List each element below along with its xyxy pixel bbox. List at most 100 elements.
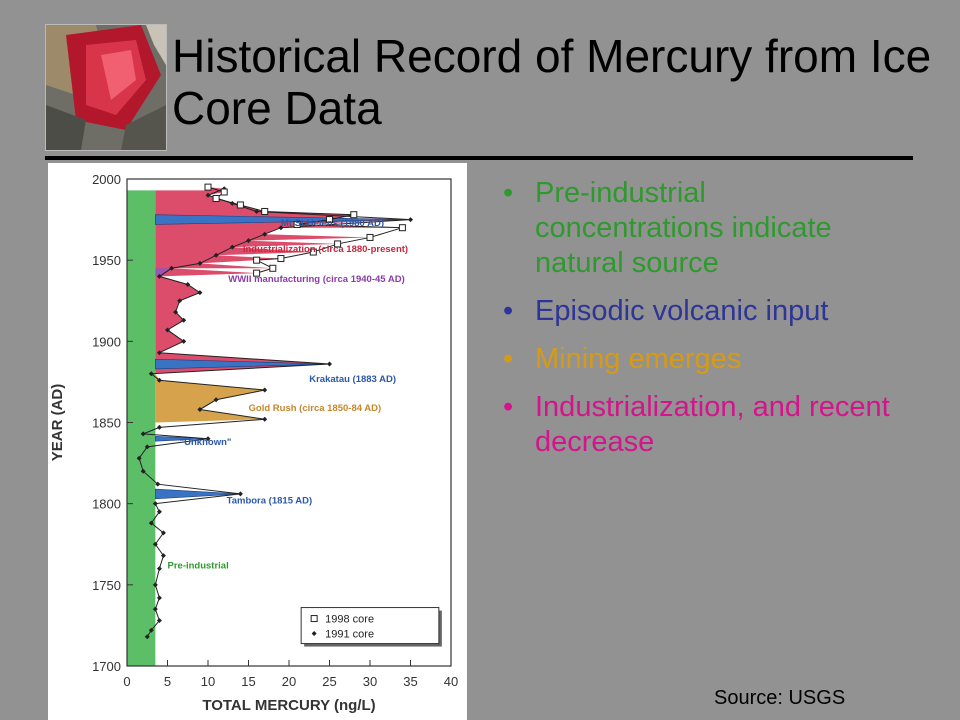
bullet-item: • Industrialization, and recent decrease <box>495 390 895 460</box>
y-tick-label: 1800 <box>92 497 121 512</box>
marker-1991-core <box>213 397 219 403</box>
x-axis-label: TOTAL MERCURY (ng/L) <box>202 697 375 714</box>
marker-1998-core <box>253 269 261 277</box>
marker-1991-core <box>197 407 203 413</box>
marker-1991-core <box>144 634 150 640</box>
marker-1991-core <box>246 238 251 244</box>
bullet-item: • Episodic volcanic input <box>495 294 895 329</box>
bullet-text: Episodic volcanic input <box>535 295 829 327</box>
x-tick-label: 25 <box>322 674 336 689</box>
marker-1991-core <box>177 298 183 304</box>
y-tick-label: 1850 <box>92 416 121 431</box>
period-label-gold-rush: Gold Rush (circa 1850-84 AD) <box>249 403 382 414</box>
x-tick-label: 40 <box>444 674 458 689</box>
marker-1991-core <box>197 290 203 296</box>
marker-1991-core <box>156 350 162 356</box>
legend-marker-1991-core <box>311 631 317 637</box>
y-tick-label: 1700 <box>92 659 121 674</box>
marker-1998-core <box>220 188 228 196</box>
marker-1991-core <box>165 327 170 333</box>
slide-title: Historical Record of Mercury from Ice Co… <box>172 30 932 134</box>
y-tick-label: 1900 <box>92 334 121 349</box>
period-label-industrialization: Industrialization (circa 1880-present) <box>243 244 408 255</box>
marker-1998-core <box>253 256 261 264</box>
title-divider <box>45 156 913 160</box>
marker-1991-core <box>197 260 203 266</box>
source-note: Source: USGS <box>714 687 846 709</box>
bullet-item: • Pre-industrial concentrations indicate … <box>495 176 895 281</box>
event-label-krakatau: Krakatau (1883 AD) <box>309 374 396 385</box>
x-tick-label: 30 <box>363 674 377 689</box>
marker-1991-core <box>148 371 154 377</box>
marker-1998-core <box>277 255 285 263</box>
event-label-unknown: "Unknown" <box>180 437 232 448</box>
marker-1998-core <box>326 216 333 224</box>
bullet-text: Mining emerges <box>535 343 742 375</box>
marker-1998-core <box>350 211 358 219</box>
bullet-item: • Mining emerges <box>495 342 895 377</box>
bullet-dot: • <box>503 391 514 423</box>
marker-1998-core <box>334 240 342 248</box>
series-line-1998-core <box>207 186 403 274</box>
legend-marker-1998-core <box>310 615 318 623</box>
period-band-gold-rush <box>155 367 265 423</box>
marker-1991-core <box>262 416 268 422</box>
marker-1991-core <box>229 200 235 206</box>
mineral-photo <box>45 24 167 151</box>
marker-1991-core <box>140 431 146 437</box>
marker-1991-core <box>160 530 166 536</box>
marker-1991-core <box>173 309 179 315</box>
marker-1991-core <box>148 520 154 526</box>
marker-1991-core <box>156 377 162 383</box>
bullet-text: Industrialization, and recent decrease <box>535 391 890 458</box>
x-tick-label: 0 <box>123 674 130 689</box>
marker-1991-core <box>229 244 235 250</box>
marker-1991-core <box>408 217 413 223</box>
marker-1998-core <box>261 207 269 215</box>
marker-1991-core <box>136 455 142 461</box>
marker-1991-core <box>237 491 243 497</box>
marker-1991-core <box>213 252 219 258</box>
marker-1991-core <box>156 595 162 601</box>
period-label-wwii: WWII manufacturing (circa 1940-45 AD) <box>228 274 405 285</box>
x-tick-label: 5 <box>164 674 171 689</box>
marker-1991-core <box>169 265 175 271</box>
marker-1991-core <box>148 627 154 633</box>
event-spike-mt-st-helens <box>155 214 411 225</box>
marker-1991-core <box>156 424 162 430</box>
chart-svg: 0 5 10 15 20 25 30 35 40 1700 1750 1800 1850 1900 1950… <box>49 172 458 714</box>
marker-1991-core <box>205 436 211 442</box>
x-tick-label: 10 <box>201 674 215 689</box>
marker-1998-core <box>236 201 244 209</box>
period-band-industrialization <box>155 187 411 374</box>
legend-label-1998-core: 1998 core <box>325 614 374 626</box>
y-tick-label: 2000 <box>92 172 121 187</box>
bullet-list: • Pre-industrial concentrations indicate … <box>495 176 895 473</box>
event-spike-tambora <box>155 488 241 500</box>
mercury-chart: 0 5 10 15 20 25 30 35 40 1700 1750 1800 1850 1900 1950… <box>48 163 467 720</box>
marker-1991-core <box>152 582 158 588</box>
marker-1991-core <box>185 282 191 288</box>
x-tick-label: 15 <box>241 674 255 689</box>
x-tick-label: 35 <box>403 674 417 689</box>
y-axis-label: YEAR (AD) <box>49 384 66 462</box>
marker-1991-core <box>140 468 146 474</box>
event-spike-unknown <box>155 435 209 442</box>
bullet-dot: • <box>503 177 514 209</box>
marker-1991-core <box>155 481 161 487</box>
marker-1998-core <box>309 248 317 256</box>
bullet-dot: • <box>503 295 514 327</box>
marker-1991-core <box>152 501 158 507</box>
legend-box <box>300 607 440 645</box>
bullet-text: Pre-industrial concentrations indicate n… <box>535 177 832 279</box>
period-band-pre-industrial <box>127 190 156 666</box>
marker-1991-core <box>262 231 268 237</box>
marker-1991-core <box>156 273 162 279</box>
event-spike-krakatau <box>155 358 330 370</box>
marker-1991-core <box>156 618 162 624</box>
marker-1991-core <box>152 606 158 612</box>
legend-label-1991-core: 1991 core <box>325 629 374 641</box>
period-label-pre-industrial: Pre-industrial <box>168 561 229 572</box>
marker-1991-core <box>278 225 284 231</box>
marker-1998-core <box>366 233 374 241</box>
